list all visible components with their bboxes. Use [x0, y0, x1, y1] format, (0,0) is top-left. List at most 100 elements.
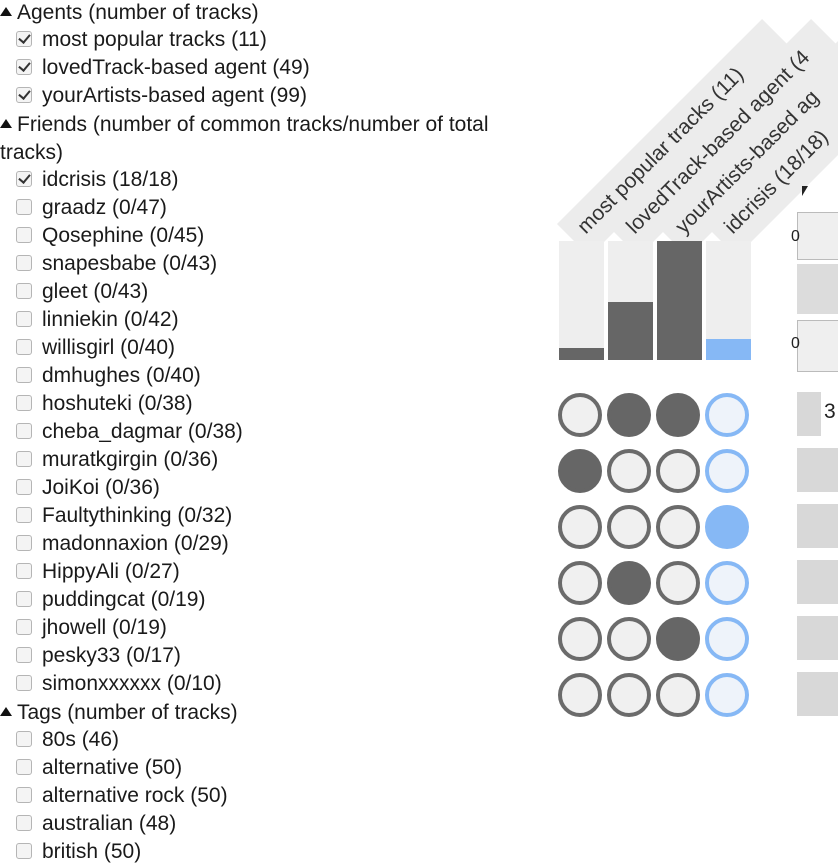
checkbox[interactable]	[16, 731, 32, 747]
membership-dot[interactable]	[656, 617, 700, 661]
friend-row[interactable]: snapesbabe (0/43)	[16, 250, 217, 278]
checkbox[interactable]	[16, 311, 32, 327]
checkbox[interactable]	[16, 591, 32, 607]
friend-row[interactable]: linniekin (0/42)	[16, 306, 179, 334]
friends-section-header[interactable]: Friends (number of common tracks/number …	[0, 111, 520, 167]
checkbox[interactable]	[16, 87, 32, 103]
checkbox[interactable]	[16, 563, 32, 579]
tags-section-header[interactable]: Tags (number of tracks)	[0, 699, 238, 727]
checkbox[interactable]	[16, 171, 32, 187]
collapse-triangle-icon[interactable]	[0, 7, 12, 16]
friend-row[interactable]: puddingcat (0/19)	[16, 586, 205, 614]
checkbox[interactable]	[16, 451, 32, 467]
agents-section-header[interactable]: Agents (number of tracks)	[0, 0, 259, 27]
membership-dot[interactable]	[656, 393, 700, 437]
friends-section-title: Friends (number of common tracks/number …	[0, 113, 489, 164]
agent-label: most popular tracks (11)	[42, 28, 267, 51]
friend-row[interactable]: muratkgirgin (0/36)	[16, 446, 218, 474]
tag-row[interactable]: alternative (50)	[16, 754, 182, 782]
checkbox[interactable]	[16, 199, 32, 215]
friend-row[interactable]: HippyAli (0/27)	[16, 558, 180, 586]
checkbox[interactable]	[16, 675, 32, 691]
checkbox[interactable]	[16, 395, 32, 411]
track-count-bar[interactable]	[657, 241, 702, 360]
checkbox[interactable]	[16, 283, 32, 299]
friend-row[interactable]: idcrisis (18/18)	[16, 166, 179, 194]
agent-row[interactable]: lovedTrack-based agent (49)	[16, 54, 310, 82]
track-count-bar[interactable]	[706, 339, 751, 360]
checkbox[interactable]	[16, 843, 32, 859]
membership-dot[interactable]	[607, 617, 651, 661]
friend-row[interactable]: dmhughes (0/40)	[16, 362, 201, 390]
friend-row[interactable]: Qosephine (0/45)	[16, 222, 204, 250]
agent-label: yourArtists-based agent (99)	[42, 84, 307, 107]
checkbox[interactable]	[16, 815, 32, 831]
friend-row[interactable]: simonxxxxxx (0/10)	[16, 670, 222, 698]
membership-dot[interactable]	[705, 505, 749, 549]
membership-dot[interactable]	[607, 673, 651, 717]
friend-label: graadz (0/47)	[42, 196, 167, 219]
membership-dot[interactable]	[656, 673, 700, 717]
checkbox[interactable]	[16, 59, 32, 75]
friend-label: jhowell (0/19)	[42, 616, 167, 639]
friend-row[interactable]: madonnaxion (0/29)	[16, 530, 229, 558]
checkbox[interactable]	[16, 227, 32, 243]
membership-dot[interactable]	[558, 393, 602, 437]
checkbox[interactable]	[16, 759, 32, 775]
tag-label: 80s (46)	[42, 728, 120, 751]
track-count-bar[interactable]	[608, 302, 653, 360]
agent-row[interactable]: yourArtists-based agent (99)	[16, 82, 307, 110]
membership-dot[interactable]	[705, 449, 749, 493]
friend-label: Faultythinking (0/32)	[42, 504, 233, 527]
membership-dot[interactable]	[558, 561, 602, 605]
checkbox[interactable]	[16, 423, 32, 439]
tag-row[interactable]: alternative rock (50)	[16, 782, 228, 810]
tag-row[interactable]: australian (48)	[16, 810, 176, 838]
membership-dot[interactable]	[656, 505, 700, 549]
collapse-triangle-icon[interactable]	[0, 707, 12, 716]
friend-row[interactable]: pesky33 (0/17)	[16, 642, 181, 670]
friend-label: hoshuteki (0/38)	[42, 392, 193, 415]
friend-row[interactable]: hoshuteki (0/38)	[16, 390, 193, 418]
friend-label: dmhughes (0/40)	[42, 364, 201, 387]
checkbox[interactable]	[16, 647, 32, 663]
checkbox[interactable]	[16, 339, 32, 355]
membership-dot[interactable]	[607, 505, 651, 549]
membership-dot[interactable]	[558, 505, 602, 549]
checkbox[interactable]	[16, 479, 32, 495]
membership-dot[interactable]	[656, 449, 700, 493]
membership-dot[interactable]	[607, 449, 651, 493]
checkbox[interactable]	[16, 535, 32, 551]
friend-row[interactable]: willisgirl (0/40)	[16, 334, 175, 362]
tag-row[interactable]: british (50)	[16, 838, 141, 866]
membership-dot[interactable]	[607, 393, 651, 437]
friend-row[interactable]: Faultythinking (0/32)	[16, 502, 232, 530]
tag-row[interactable]: 80s (46)	[16, 726, 119, 754]
checkbox[interactable]	[16, 507, 32, 523]
friend-row[interactable]: JoiKoi (0/36)	[16, 474, 160, 502]
friend-row[interactable]: gleet (0/43)	[16, 278, 148, 306]
agent-row[interactable]: most popular tracks (11)	[16, 26, 267, 54]
membership-dot[interactable]	[705, 617, 749, 661]
membership-dot[interactable]	[705, 561, 749, 605]
checkbox[interactable]	[16, 787, 32, 803]
membership-dot[interactable]	[558, 617, 602, 661]
checkbox[interactable]	[16, 367, 32, 383]
friend-row[interactable]: jhowell (0/19)	[16, 614, 167, 642]
membership-dot[interactable]	[607, 561, 651, 605]
checkbox[interactable]	[16, 255, 32, 271]
checkbox[interactable]	[16, 619, 32, 635]
axis-box	[797, 212, 838, 260]
friend-row[interactable]: graadz (0/47)	[16, 194, 167, 222]
track-count-bar[interactable]	[559, 348, 604, 360]
membership-dot[interactable]	[558, 449, 602, 493]
tag-label: alternative rock (50)	[42, 784, 228, 807]
membership-dot[interactable]	[705, 393, 749, 437]
membership-dot[interactable]	[558, 673, 602, 717]
checkbox[interactable]	[16, 31, 32, 47]
membership-dot[interactable]	[705, 673, 749, 717]
row-value-bar	[797, 616, 838, 660]
membership-dot[interactable]	[656, 561, 700, 605]
friend-row[interactable]: cheba_dagmar (0/38)	[16, 418, 243, 446]
collapse-triangle-icon[interactable]	[0, 119, 12, 128]
